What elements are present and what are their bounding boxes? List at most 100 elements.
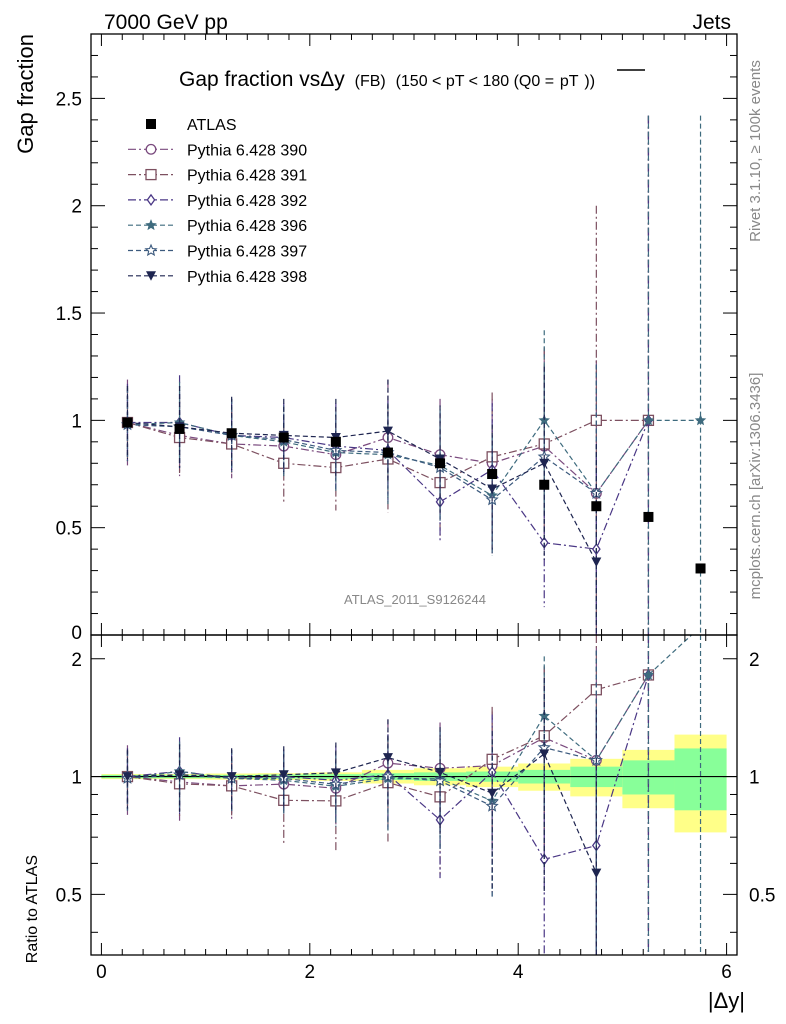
atlas-point <box>174 423 185 434</box>
ratio-y-tick-label-right: 0.5 <box>749 885 775 906</box>
series-line <box>127 419 701 497</box>
series-ratio-line <box>127 674 649 802</box>
ratio-y-tick-label-left: 0.5 <box>56 885 82 906</box>
atlas-point <box>278 432 289 443</box>
axes: 0 2 4 6 0.5 1 1.5 2 2.5 0 0.5 0.5 1 1 2 2 <box>56 33 775 983</box>
mcplots-reference-label: mcplots.cern.ch [arXiv:1306.3436] <box>747 373 764 600</box>
atlas-point <box>695 563 706 574</box>
chart-title-over: pT <box>560 73 579 90</box>
legend-item-series-4: Pythia 6.428 396 <box>128 218 307 235</box>
series-6 <box>122 366 602 955</box>
marker-star-filled <box>145 219 157 231</box>
marker-star-filled <box>538 414 550 426</box>
marker-triangle-down <box>435 767 446 778</box>
y-tick-label: 1 <box>71 411 82 432</box>
y-tick-label: 0.5 <box>56 519 82 540</box>
x-tick-label: 2 <box>305 962 316 983</box>
x-tick-label: 6 <box>721 962 732 983</box>
marker-square <box>145 168 157 181</box>
marker-star-filled <box>642 414 655 426</box>
marker-triangle-down <box>146 271 156 281</box>
marker-triangle-down <box>591 868 602 879</box>
marker-triangle-down <box>487 788 498 799</box>
atlas-point <box>591 501 602 512</box>
chart-title: Gap fraction vsΔy (FB) (150 < pT < 180 (… <box>179 68 595 91</box>
y-axis-label: Gap fraction <box>13 34 38 154</box>
y-tick-label: 1.5 <box>56 304 82 325</box>
y-tick-label: 2 <box>71 197 82 218</box>
legend-item-atlas: ATLAS <box>146 117 237 134</box>
ratio-y-tick-label-left: 2 <box>71 650 82 671</box>
series-line <box>127 424 597 501</box>
ratio-y-tick-label-left: 1 <box>71 768 82 789</box>
series-ratio-line <box>127 746 597 807</box>
chart-title-cut: (150 < pT < 180 (Q0 = <box>396 73 554 90</box>
marker-circle <box>145 143 157 155</box>
atlas-point <box>382 447 393 458</box>
series-line <box>127 421 597 563</box>
legend-item-series-1: Pythia 6.428 390 <box>128 142 307 159</box>
atlas-point <box>643 511 654 522</box>
chart-title-end: )) <box>584 73 595 90</box>
legend-label: Pythia 6.428 398 <box>187 269 307 286</box>
energy-label: 7000 GeV pp <box>104 11 228 34</box>
atlas-point <box>539 479 550 490</box>
legend-label: Pythia 6.428 397 <box>187 244 307 261</box>
series-ratio-group <box>120 650 603 955</box>
ratio-y-tick-label-right: 2 <box>749 650 760 671</box>
y-tick-label-zero: 0 <box>71 623 82 644</box>
marker-triangle-down <box>382 426 393 437</box>
ratio-y-tick-label-right: 1 <box>749 768 760 789</box>
series-ratio-group <box>122 678 602 955</box>
series-4 <box>121 115 707 955</box>
series-line <box>127 420 649 495</box>
legend-item-series-5: Pythia 6.428 397 <box>128 244 307 261</box>
legend-label: Pythia 6.428 396 <box>187 218 307 235</box>
series-ratio-line <box>127 752 597 874</box>
marker-triangle-down <box>174 770 185 780</box>
atlas-point <box>487 469 498 480</box>
rivet-version-label: Rivet 3.1.10, ≥ 100k events <box>747 60 764 242</box>
legend-label: Pythia 6.428 391 <box>187 168 307 185</box>
ratio-y-axis-label: Ratio to ATLAS <box>24 855 41 963</box>
chart-title-main: Gap fraction vsΔy <box>179 68 345 91</box>
marker-triangle-down <box>539 749 550 759</box>
marker-triangle-down <box>226 772 237 782</box>
atlas-data-points <box>122 417 706 574</box>
atlas-point <box>330 436 341 447</box>
marker-star-open <box>144 243 158 257</box>
legend-label: Pythia 6.428 392 <box>187 193 307 210</box>
chart-title-fb: (FB) <box>355 73 386 90</box>
series-ratio-line <box>127 674 649 789</box>
atlas-point <box>226 428 237 439</box>
marker-triangle-down <box>122 772 133 782</box>
legend-item-series-3: Pythia 6.428 392 <box>128 193 307 210</box>
marker-triangle-down <box>278 770 289 780</box>
x-axis-label: |Δy| <box>708 988 745 1013</box>
marker-triangle-down <box>591 557 602 568</box>
legend-item-series-2: Pythia 6.428 391 <box>128 168 307 185</box>
legend-atlas-label: ATLAS <box>187 117 237 134</box>
series-5 <box>120 364 603 955</box>
x-tick-label: 0 <box>96 962 107 983</box>
series-ratio-line <box>127 635 693 802</box>
x-tick-label: 4 <box>513 962 524 983</box>
marker-star-filled <box>642 668 655 680</box>
marker-triangle-down <box>487 484 498 495</box>
legend-atlas-marker <box>146 119 156 129</box>
marker-triangle-down <box>382 753 393 763</box>
y-tick-label: 2.5 <box>56 89 82 110</box>
atlas-point <box>435 458 446 469</box>
legend-item-series-6: Pythia 6.428 398 <box>128 269 307 286</box>
series-layer <box>120 115 707 955</box>
legend-label: Pythia 6.428 390 <box>187 142 307 159</box>
legend: ATLAS Pythia 6.428 390 Pythia 6.428 391 Pyt… <box>128 117 307 286</box>
marker-star-filled <box>694 414 707 426</box>
atlas-point <box>122 417 133 428</box>
marker-diamond <box>146 193 156 207</box>
marker-triangle-down <box>539 458 550 469</box>
marker-triangle-down <box>330 768 341 778</box>
analysis-watermark: ATLAS_2011_S9126244 <box>344 592 486 607</box>
jets-label: Jets <box>692 11 731 34</box>
